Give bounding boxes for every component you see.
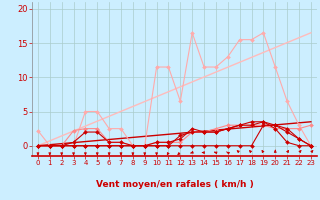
X-axis label: Vent moyen/en rafales ( km/h ): Vent moyen/en rafales ( km/h ) (96, 180, 253, 189)
